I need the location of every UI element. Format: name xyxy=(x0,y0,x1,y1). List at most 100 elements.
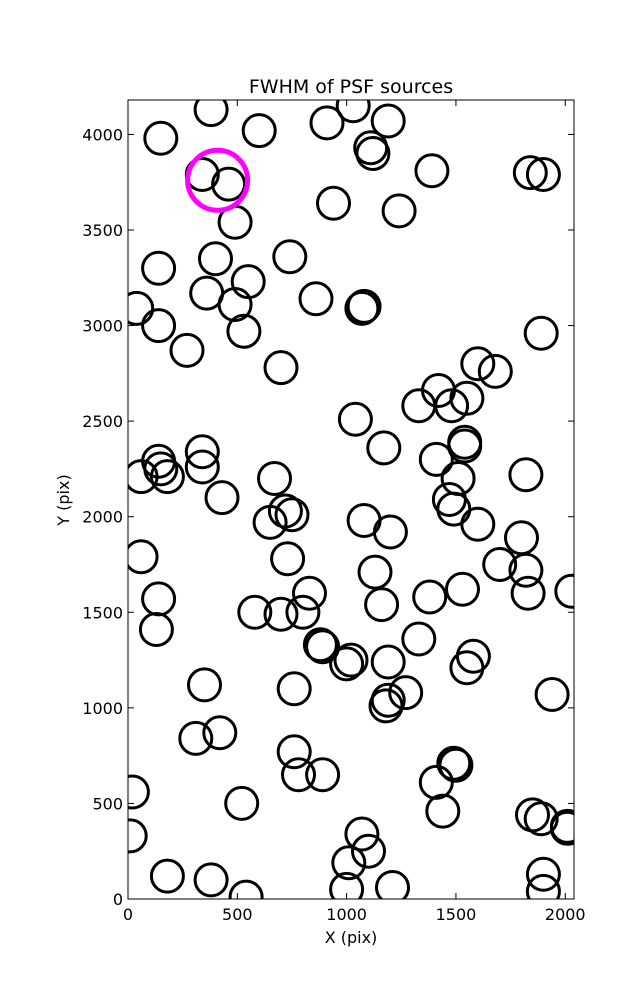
source-marker xyxy=(331,845,367,881)
source-marker xyxy=(434,388,470,424)
source-marker xyxy=(372,514,408,550)
source-marker xyxy=(534,677,570,712)
source-marker xyxy=(414,153,450,189)
source-marker xyxy=(418,441,454,477)
source-marker xyxy=(237,594,273,630)
source-marker xyxy=(525,856,561,892)
source-marker xyxy=(184,449,220,485)
source-marker xyxy=(401,621,437,657)
source-marker xyxy=(370,103,406,139)
plot-frame xyxy=(127,99,575,900)
source-marker xyxy=(425,793,461,829)
source-marker xyxy=(412,579,448,615)
source-marker xyxy=(149,858,185,894)
source-marker xyxy=(187,667,222,703)
source-marker xyxy=(128,459,159,495)
source-marker xyxy=(305,757,341,793)
source-marker xyxy=(512,155,548,191)
source-marker xyxy=(316,185,351,221)
source-marker xyxy=(281,757,316,793)
source-marker xyxy=(128,290,155,326)
source-marker xyxy=(460,346,496,382)
source-marker xyxy=(169,332,205,368)
source-marker xyxy=(381,193,417,229)
source-marker xyxy=(525,873,561,899)
source-marker xyxy=(355,136,391,171)
chart-title: FWHM of PSF sources xyxy=(249,76,453,98)
source-marker xyxy=(523,801,559,837)
source-marker xyxy=(549,810,574,846)
source-marker xyxy=(302,627,338,663)
source-marker xyxy=(128,774,150,810)
source-marker xyxy=(292,575,327,611)
source-marker xyxy=(418,764,454,800)
y-tick-label: 3000 xyxy=(82,317,123,336)
source-marker xyxy=(477,353,513,389)
x-axis-ticks: 0 500 1000 1500 2000 xyxy=(123,100,586,924)
source-marker xyxy=(128,539,159,575)
source-marker xyxy=(202,715,238,751)
source-marker xyxy=(276,671,312,707)
source-marker xyxy=(438,747,474,783)
source-marker xyxy=(455,638,491,674)
source-marker xyxy=(149,459,185,495)
source-marker xyxy=(344,816,380,852)
y-tick-label: 0 xyxy=(113,890,123,909)
source-marker xyxy=(460,506,496,542)
source-marker xyxy=(263,350,299,386)
x-tick-label: 500 xyxy=(222,905,253,924)
source-marker xyxy=(525,157,561,192)
source-marker xyxy=(388,675,424,711)
source-marker xyxy=(333,642,369,678)
source-marker xyxy=(510,575,546,611)
y-tick-label: 4000 xyxy=(82,125,123,144)
y-axis-ticks: 0 500 1000 1500 2000 2500 3000 3500 4000 xyxy=(82,125,574,909)
source-marker xyxy=(285,594,321,630)
x-tick-label: 1500 xyxy=(436,905,477,924)
source-marker xyxy=(335,100,371,124)
source-marker xyxy=(230,264,266,300)
y-tick-label: 500 xyxy=(92,794,123,813)
source-marker xyxy=(257,461,292,496)
source-marker xyxy=(366,430,402,466)
source-marker xyxy=(226,313,262,349)
source-marker xyxy=(523,315,559,351)
source-marker xyxy=(141,308,177,344)
source-marker xyxy=(346,288,382,324)
x-axis-label: X (pix) xyxy=(325,928,378,947)
source-marker xyxy=(329,646,365,682)
source-marker xyxy=(482,547,518,582)
source-marker xyxy=(375,870,410,899)
source-marker xyxy=(351,833,386,869)
y-axis-label: Y (pix) xyxy=(54,474,73,526)
source-marker xyxy=(368,688,404,724)
source-marker xyxy=(274,497,310,533)
source-marker xyxy=(193,100,229,128)
source-marker xyxy=(329,871,365,899)
source-marker xyxy=(141,250,177,286)
source-marker xyxy=(198,241,233,277)
source-marker xyxy=(364,587,400,623)
source-marker xyxy=(309,105,345,141)
x-tick-label: 1000 xyxy=(326,905,367,924)
source-marker xyxy=(241,113,277,149)
source-marker xyxy=(298,281,334,317)
y-tick-label: 2500 xyxy=(82,412,123,431)
source-marker xyxy=(508,457,544,493)
y-tick-label: 1000 xyxy=(82,699,123,718)
source-marker xyxy=(193,862,229,898)
x-tick-label: 0 xyxy=(123,905,133,924)
source-marker xyxy=(305,629,341,665)
source-marker xyxy=(272,239,308,275)
source-marker xyxy=(143,451,179,487)
source-marker xyxy=(370,644,406,680)
x-tick-label: 2000 xyxy=(545,905,586,924)
source-marker xyxy=(178,720,214,756)
source-marker xyxy=(184,434,220,470)
y-tick-label: 3500 xyxy=(82,221,123,240)
source-marker xyxy=(445,571,480,607)
y-tick-label: 1500 xyxy=(82,603,123,622)
source-marker xyxy=(337,401,373,437)
